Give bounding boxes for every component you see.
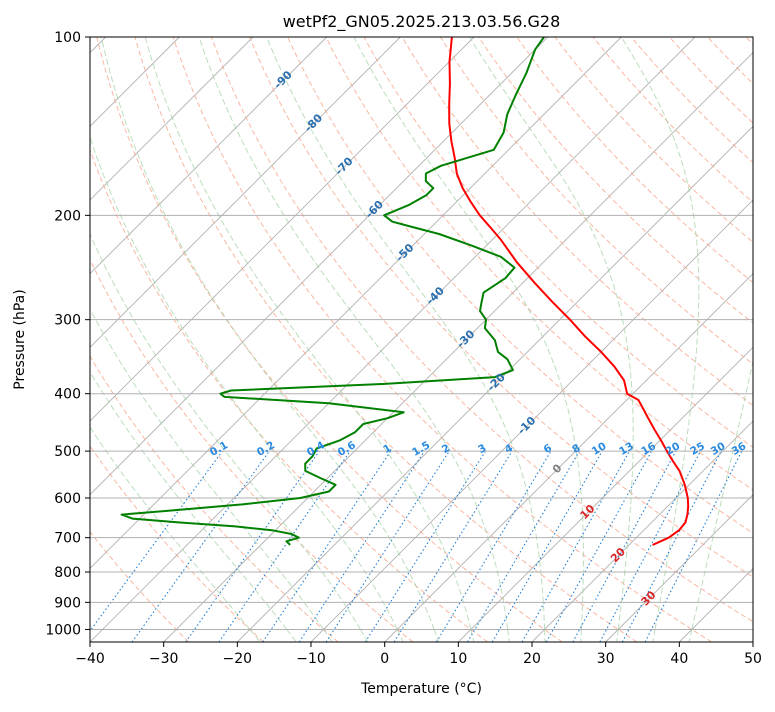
- x-tick-label: −40: [75, 651, 105, 667]
- y-tick-label: 1000: [45, 622, 81, 638]
- y-tick-label: 200: [54, 208, 81, 224]
- x-tick-label: 50: [744, 651, 762, 667]
- y-tick-label: 400: [54, 387, 81, 403]
- y-tick-label: 300: [54, 313, 81, 329]
- x-tick-label: −20: [223, 651, 253, 667]
- y-axis-label: Pressure (hPa): [12, 289, 28, 389]
- y-tick-label: 900: [54, 595, 81, 611]
- y-tick-label: 700: [54, 531, 81, 547]
- x-tick-label: 20: [523, 651, 541, 667]
- y-tick-label: 100: [54, 30, 81, 46]
- y-tick-label: 600: [54, 491, 81, 507]
- x-tick-label: 10: [449, 651, 467, 667]
- x-tick-label: 30: [597, 651, 615, 667]
- y-tick-label: 500: [54, 444, 81, 460]
- x-axis-label: Temperature (°C): [360, 681, 482, 697]
- x-tick-label: 40: [670, 651, 688, 667]
- chart-title: wetPf2_GN05.2025.213.03.56.G28: [283, 12, 561, 32]
- x-tick-label: −30: [149, 651, 179, 667]
- y-tick-label: 800: [54, 565, 81, 581]
- x-tick-label: −10: [296, 651, 326, 667]
- x-tick-label: 0: [380, 651, 389, 667]
